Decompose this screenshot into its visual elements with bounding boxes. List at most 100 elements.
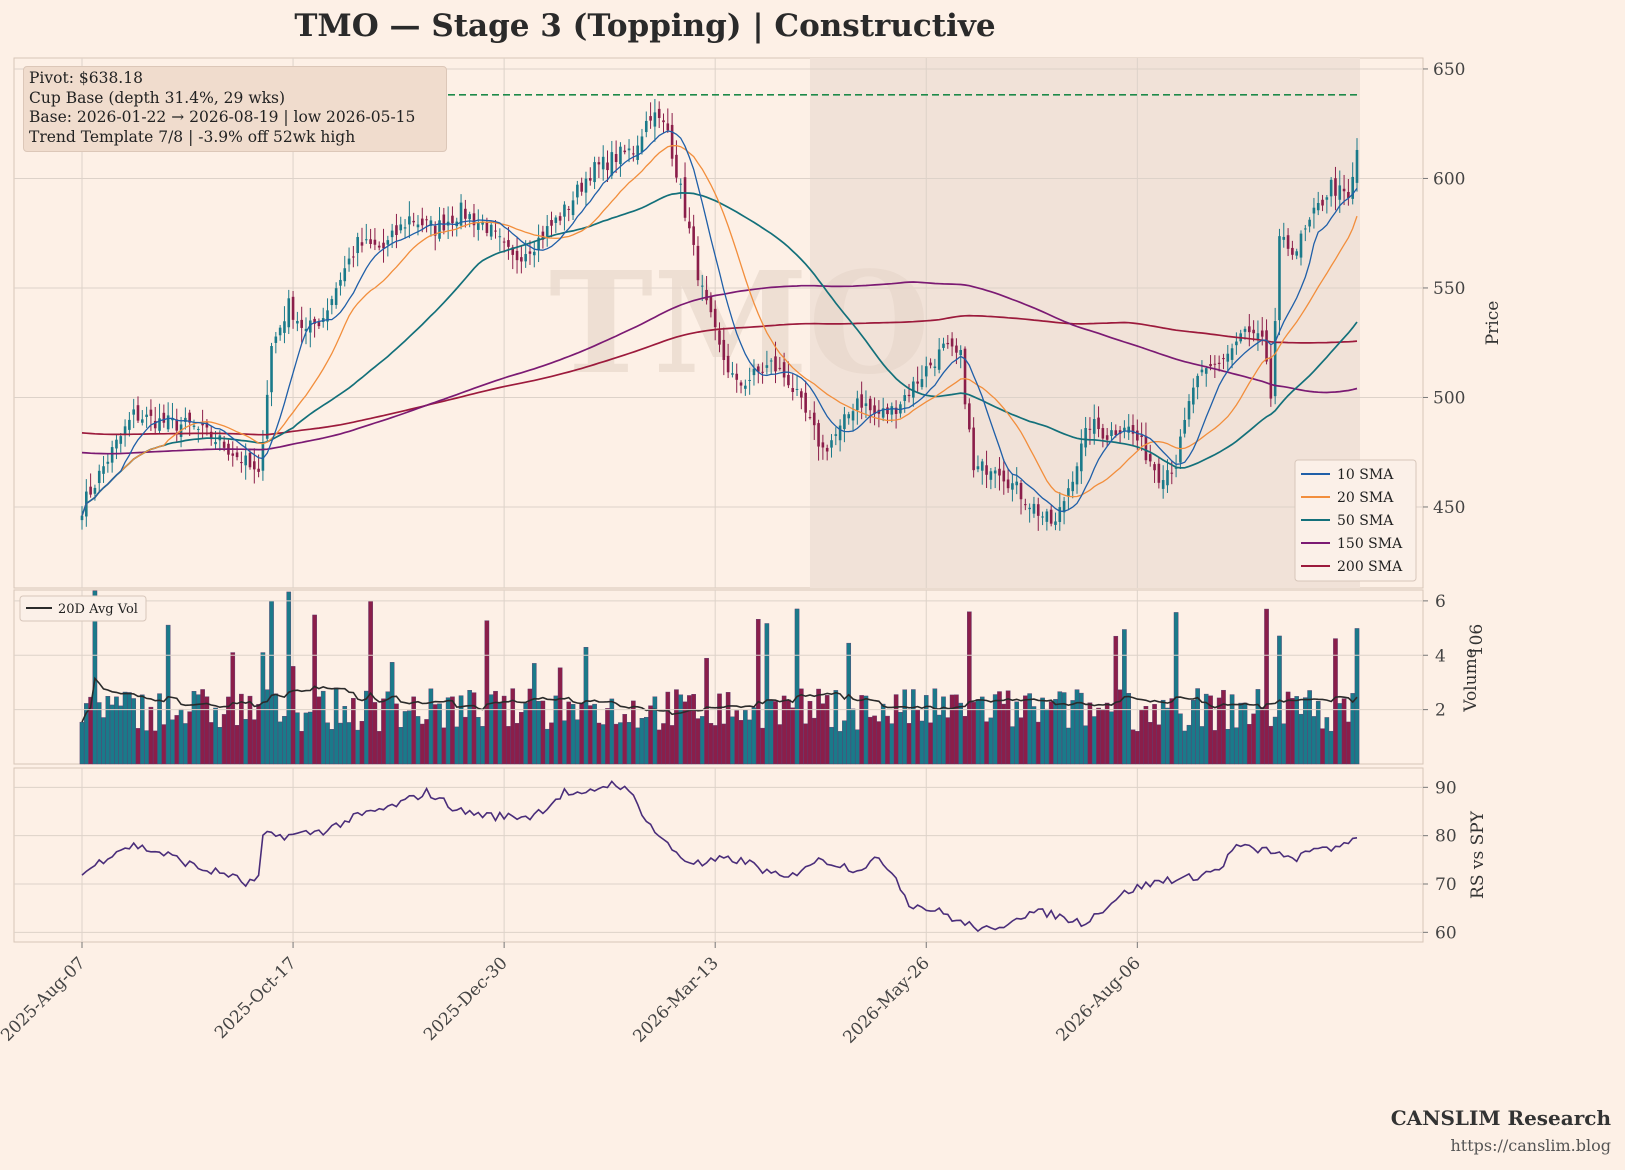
candle-body	[1148, 454, 1152, 462]
candle-body	[1015, 481, 1019, 486]
candle-body	[985, 465, 988, 475]
volume-legend-label: 20D Avg Vol	[58, 602, 138, 617]
volume-bar	[1225, 728, 1231, 765]
candle-body	[1041, 516, 1044, 518]
volume-bar	[820, 703, 826, 765]
candle-body	[713, 308, 717, 328]
candle-body	[1114, 430, 1118, 435]
candle-body	[623, 150, 627, 153]
volume-bar	[1074, 689, 1080, 765]
brand-name: CANSLIM Research	[1390, 1106, 1611, 1130]
candle-body	[545, 226, 549, 237]
candle-body	[929, 362, 932, 366]
candle-body	[1252, 329, 1255, 334]
candle-body	[1308, 219, 1311, 227]
volume-bar	[656, 729, 662, 765]
candle-body	[317, 322, 321, 327]
volume-bar	[269, 600, 274, 765]
candle-body	[494, 230, 497, 232]
volume-bar	[842, 720, 847, 765]
candle-body	[110, 447, 114, 463]
candle-body	[1260, 330, 1264, 337]
volume-bar	[1152, 704, 1157, 765]
candle-body	[395, 225, 398, 236]
candle-body	[1325, 197, 1329, 200]
candle-body	[942, 343, 945, 348]
candle-body	[1196, 375, 1199, 388]
candle-body	[1269, 356, 1273, 399]
volume-bar	[906, 723, 912, 765]
candle-body	[662, 120, 665, 123]
volume-bar	[144, 730, 149, 765]
candle-body	[1045, 511, 1049, 522]
volume-bar	[665, 691, 671, 765]
candle-body	[1321, 199, 1324, 206]
candle-body	[240, 462, 243, 464]
volume-bar	[531, 663, 537, 765]
volume-bar	[708, 723, 714, 765]
volume-bar	[105, 696, 111, 765]
volume-bar	[256, 704, 261, 765]
base-type-text: Cup Base (depth 31.4%, 29 wks)	[29, 88, 285, 107]
candle-body	[386, 240, 390, 245]
candle-body	[326, 310, 329, 322]
candle-body	[933, 366, 937, 368]
candle-body	[688, 221, 691, 229]
volume-bar	[781, 695, 787, 765]
volume-bar	[415, 716, 421, 765]
candle-body	[1278, 236, 1281, 321]
volume-bar	[549, 722, 554, 765]
volume-bar	[1031, 706, 1037, 765]
candle-body	[838, 425, 842, 441]
candle-body	[1204, 368, 1208, 374]
price-tick-label: 650	[1433, 60, 1465, 80]
volume-bar	[407, 710, 412, 765]
volume-bar	[338, 722, 343, 765]
volume-bar	[979, 696, 985, 765]
volume-bar	[967, 611, 972, 765]
volume-bar	[1126, 693, 1132, 765]
volume-bar	[1083, 725, 1088, 765]
candle-body	[291, 296, 295, 320]
candle-body	[851, 411, 855, 421]
candle-body	[1136, 430, 1139, 441]
candle-body	[1131, 425, 1135, 434]
volume-bar	[506, 726, 511, 765]
volume-bar	[1234, 727, 1239, 765]
volume-bar	[777, 724, 783, 765]
candle-body	[976, 466, 980, 470]
candle-body	[416, 224, 420, 228]
volume-bar	[915, 709, 920, 765]
volume-bar	[678, 694, 684, 765]
volume-bar	[794, 608, 800, 765]
candle-body	[162, 412, 166, 423]
volume-bar	[872, 715, 877, 765]
volume-bar	[1143, 706, 1149, 765]
x-tick-label: 2026-Mar-13	[629, 953, 722, 1046]
candle-body	[296, 320, 299, 324]
candle-body	[106, 461, 110, 464]
candle-body	[1080, 443, 1083, 472]
candle-body	[270, 346, 273, 393]
volume-bar	[122, 691, 128, 765]
candle-body	[364, 239, 368, 241]
candle-body	[175, 419, 179, 431]
volume-bar	[475, 717, 481, 765]
volume-bar	[230, 652, 236, 765]
volume-bar	[1264, 608, 1269, 765]
candle-body	[980, 461, 984, 471]
candle-body	[1011, 483, 1014, 490]
volume-bar	[691, 694, 696, 765]
volume-bar	[290, 666, 296, 765]
sma-legend: 10 SMA 20 SMA 50 SMA 150 SMA 200 SMA	[1294, 459, 1417, 582]
volume-bar	[1242, 702, 1248, 765]
candle-body	[377, 245, 381, 248]
candle-body	[231, 453, 235, 456]
panel-frame	[13, 767, 1424, 943]
candle-body	[1036, 504, 1040, 516]
candle-body	[244, 455, 247, 466]
candle-body	[731, 373, 734, 375]
candle-body	[722, 339, 726, 360]
volume-bar	[622, 714, 628, 765]
volume-bar	[213, 707, 218, 765]
